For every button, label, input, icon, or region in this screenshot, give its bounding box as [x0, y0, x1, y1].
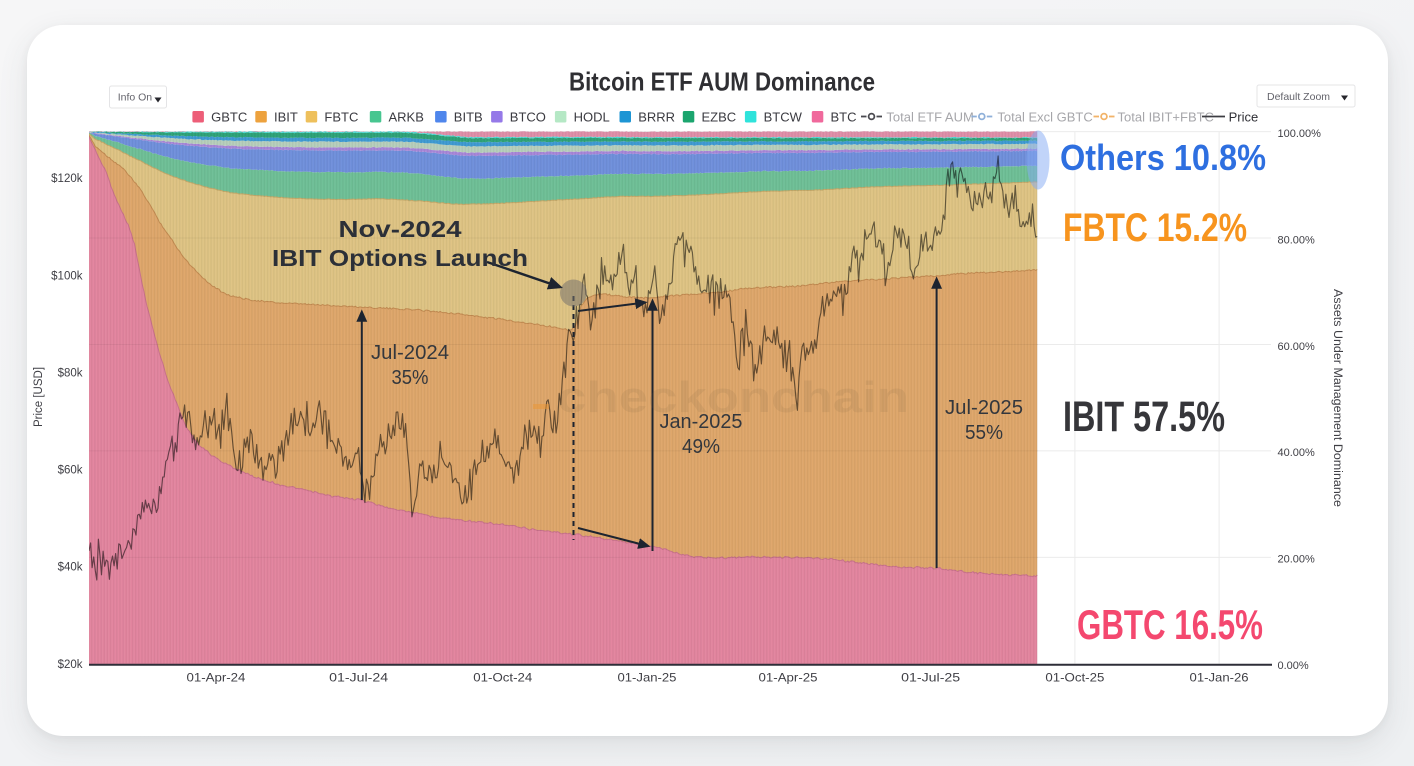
svg-text:Info On: Info On — [118, 92, 153, 104]
svg-text:Bitcoin ETF AUM Dominance: Bitcoin ETF AUM Dominance — [569, 67, 875, 97]
svg-text:49%: 49% — [682, 436, 720, 458]
svg-text:Jul-2024: Jul-2024 — [371, 342, 449, 364]
svg-text:Total ETF AUM: Total ETF AUM — [886, 109, 973, 124]
svg-text:BTCW: BTCW — [764, 109, 803, 124]
svg-text:ARKB: ARKB — [389, 109, 424, 124]
svg-text:60.00%: 60.00% — [1278, 341, 1316, 353]
svg-text:Jan-2025: Jan-2025 — [660, 411, 743, 433]
svg-text:GBTC: GBTC — [211, 109, 247, 124]
svg-text:EZBC: EZBC — [702, 109, 737, 124]
svg-text:55%: 55% — [965, 422, 1003, 444]
svg-text:GBTC 16.5%: GBTC 16.5% — [1077, 601, 1263, 648]
svg-text:BITB: BITB — [454, 109, 483, 124]
svg-text:$100k: $100k — [51, 270, 83, 282]
svg-text:Total Excl GBTC: Total Excl GBTC — [997, 109, 1092, 124]
svg-text:checkonchain: checkonchain — [557, 373, 909, 422]
svg-text:BTCO: BTCO — [510, 109, 546, 124]
svg-text:IBIT 57.5%: IBIT 57.5% — [1063, 393, 1225, 441]
svg-text:BRRR: BRRR — [638, 109, 675, 124]
svg-text:01-Oct-25: 01-Oct-25 — [1045, 671, 1104, 685]
svg-text:01-Apr-25: 01-Apr-25 — [759, 671, 818, 685]
svg-text:BTC: BTC — [831, 109, 857, 124]
svg-text:Assets Under Management Domina: Assets Under Management Dominance — [1331, 289, 1343, 507]
svg-text:35%: 35% — [392, 367, 429, 389]
svg-text:Default Zoom: Default Zoom — [1267, 91, 1330, 103]
svg-text:HODL: HODL — [574, 109, 610, 124]
svg-text:IBIT: IBIT — [274, 109, 298, 124]
svg-text:FBTC: FBTC — [324, 109, 358, 124]
svg-text:01-Jan-26: 01-Jan-26 — [1190, 671, 1249, 685]
svg-text:$80k: $80k — [58, 367, 83, 379]
svg-text:01-Jan-25: 01-Jan-25 — [617, 671, 676, 685]
svg-text:FBTC 15.2%: FBTC 15.2% — [1063, 206, 1247, 250]
svg-text:Others 10.8%: Others 10.8% — [1060, 137, 1266, 178]
svg-text:20.00%: 20.00% — [1278, 554, 1316, 566]
svg-text:0.00%: 0.00% — [1278, 660, 1309, 672]
svg-text:01-Jul-25: 01-Jul-25 — [901, 671, 960, 685]
svg-text:Jul-2025: Jul-2025 — [945, 397, 1023, 419]
svg-text:IBIT Options Launch: IBIT Options Launch — [272, 245, 528, 271]
svg-text:100.00%: 100.00% — [1278, 128, 1322, 140]
svg-text:Price [USD]: Price [USD] — [33, 367, 45, 427]
svg-text:80.00%: 80.00% — [1278, 234, 1316, 246]
svg-text:Nov-2024: Nov-2024 — [339, 216, 462, 242]
svg-text:40.00%: 40.00% — [1278, 447, 1316, 459]
svg-text:Total IBIT+FBTC: Total IBIT+FBTC — [1118, 109, 1214, 124]
svg-text:$60k: $60k — [58, 465, 83, 477]
svg-text:Price: Price — [1229, 109, 1259, 124]
svg-text:01-Jul-24: 01-Jul-24 — [329, 671, 388, 685]
svg-text:01-Oct-24: 01-Oct-24 — [473, 671, 532, 685]
svg-text:$40k: $40k — [58, 562, 83, 574]
svg-text:$20k: $20k — [58, 659, 83, 671]
svg-text:01-Apr-24: 01-Apr-24 — [186, 671, 245, 685]
svg-text:$120k: $120k — [51, 173, 83, 185]
